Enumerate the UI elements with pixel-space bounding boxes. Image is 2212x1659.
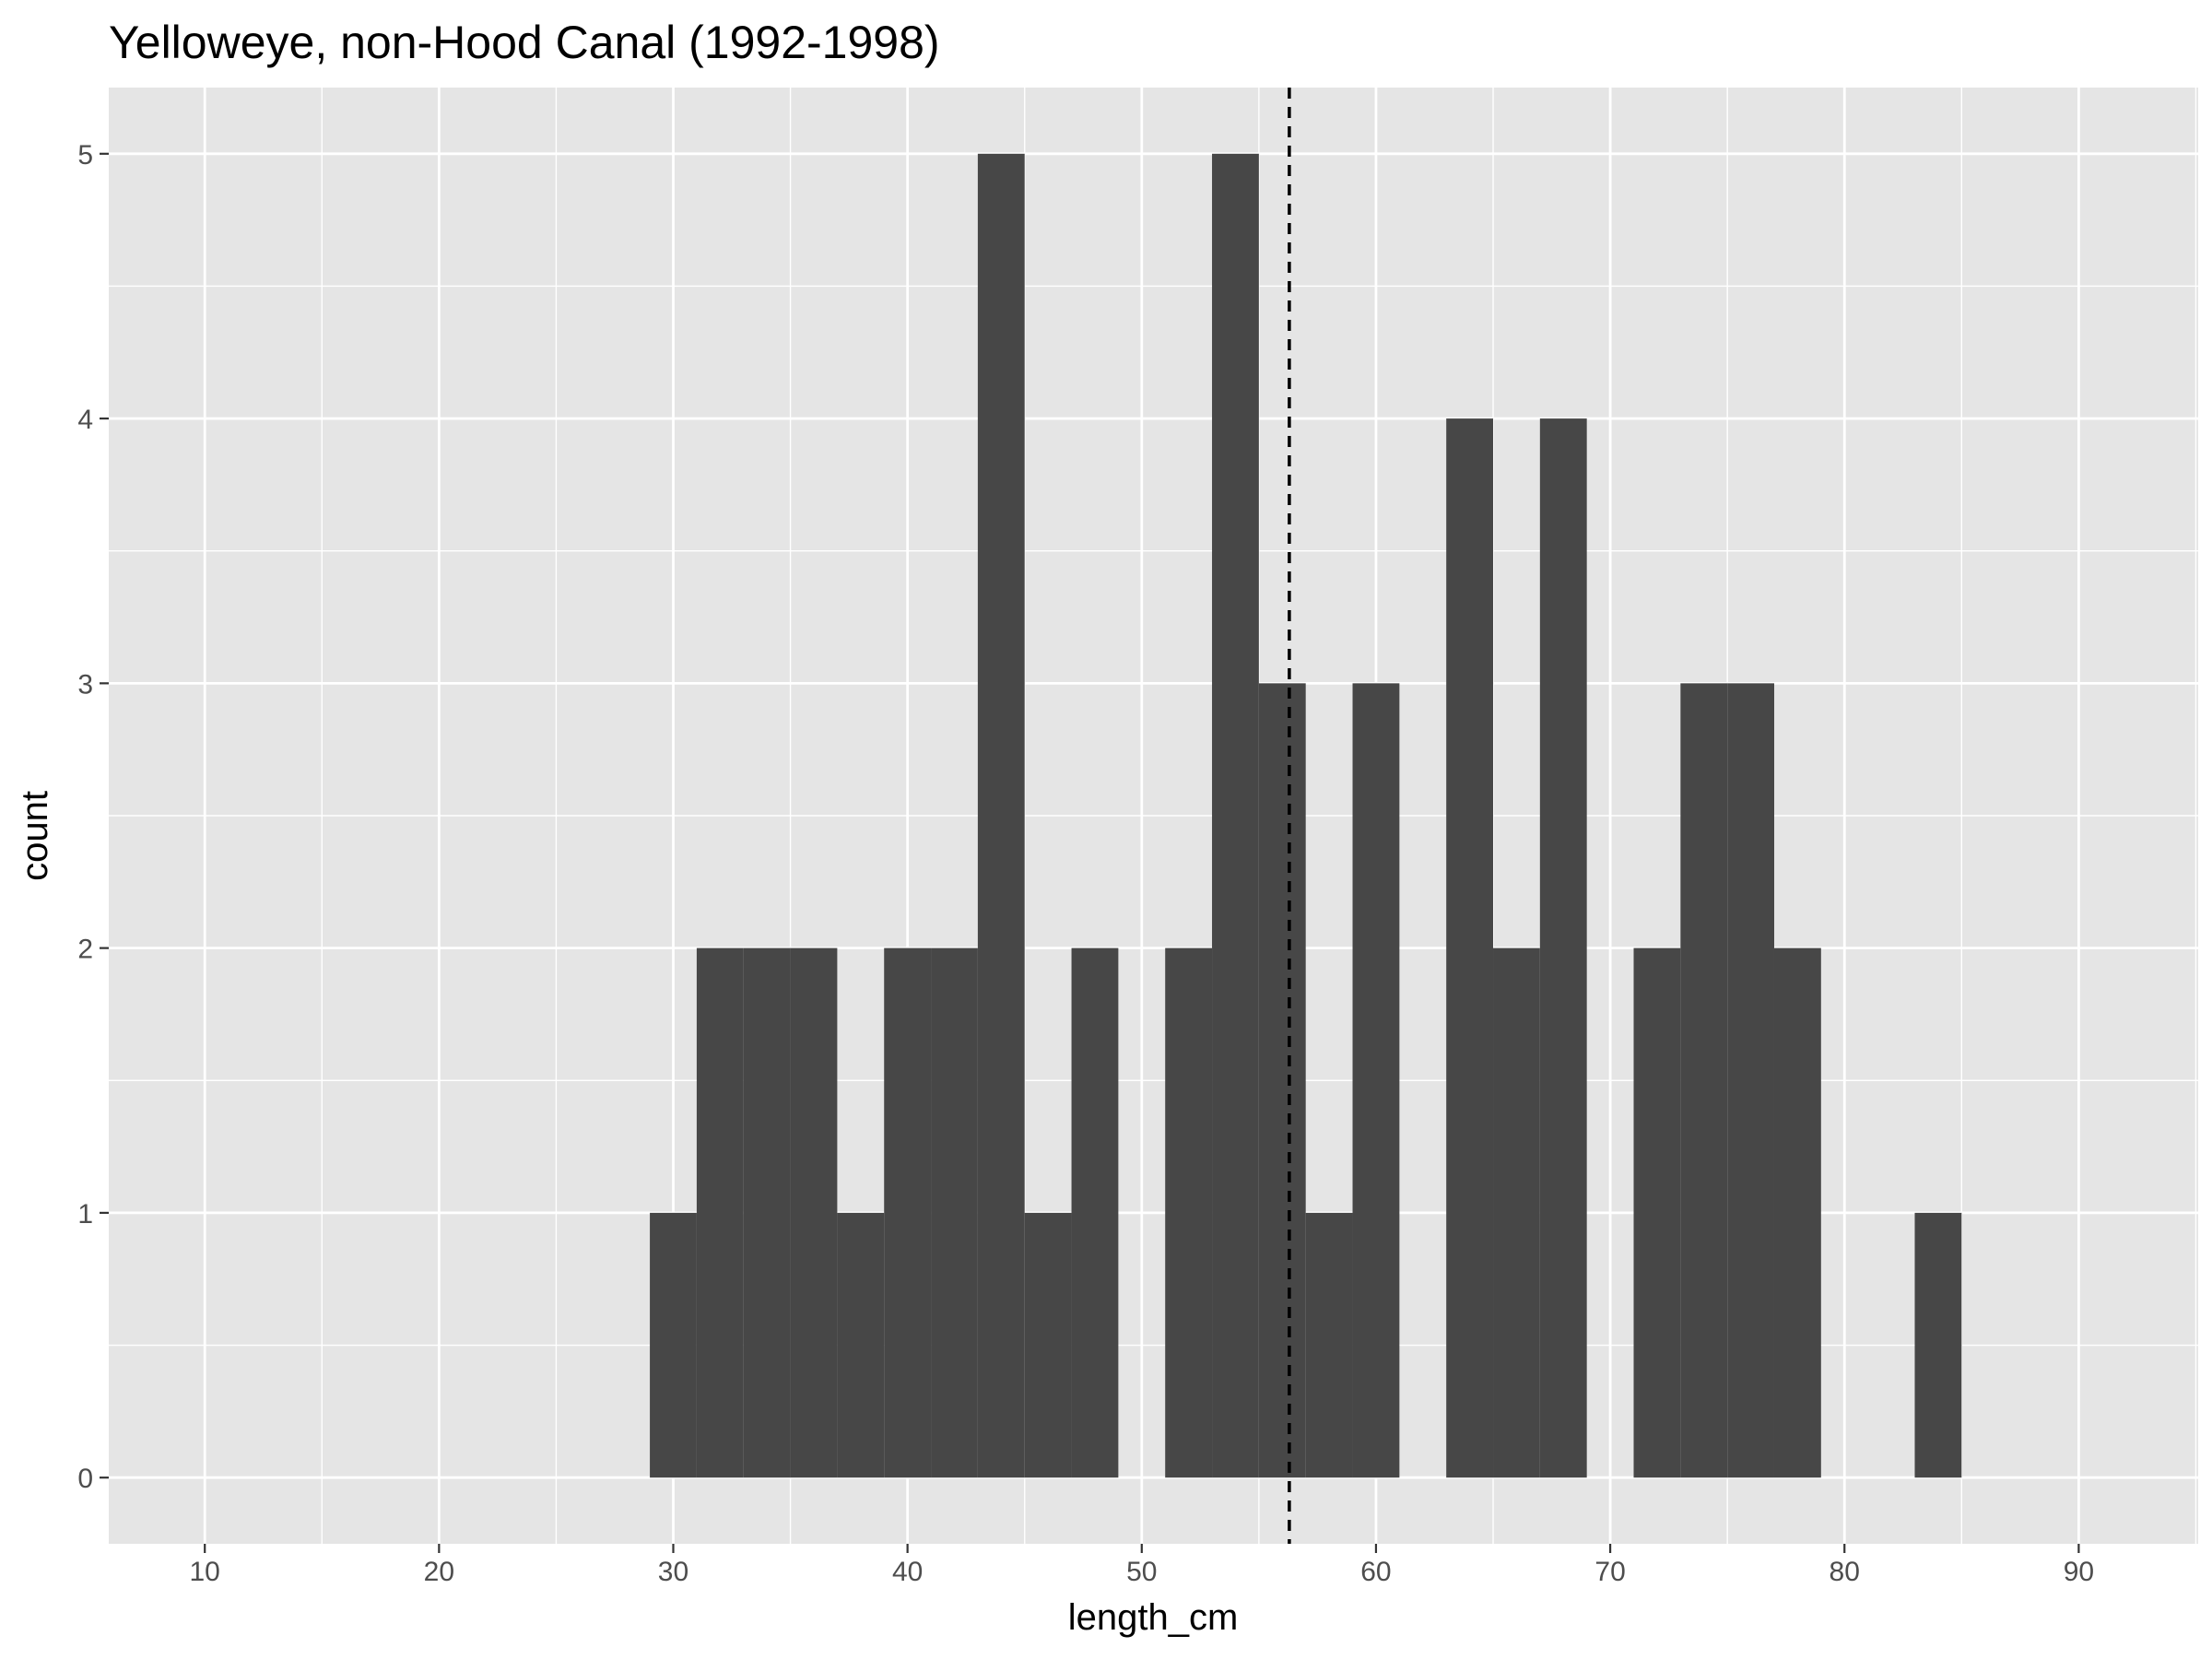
- histogram-bar: [1773, 947, 1821, 1478]
- y-axis-title: count: [15, 791, 55, 881]
- y-axis: 0 1 2 3 4 5: [77, 140, 109, 1494]
- histogram-bar: [931, 947, 978, 1478]
- histogram-bar: [1305, 1212, 1353, 1478]
- histogram-bar: [1352, 683, 1400, 1478]
- histogram-bar: [1914, 1212, 1962, 1478]
- x-tick-label: 30: [658, 1557, 688, 1587]
- x-tick-label: 90: [2064, 1557, 2094, 1587]
- y-tick-label: 0: [77, 1464, 93, 1494]
- histogram-bar: [837, 1212, 885, 1478]
- histogram-bar: [977, 153, 1025, 1478]
- histogram-bar: [1539, 418, 1587, 1478]
- x-tick-label: 50: [1126, 1557, 1157, 1587]
- histogram-bar: [696, 947, 744, 1478]
- x-tick-label: 40: [892, 1557, 923, 1587]
- x-tick-label: 20: [424, 1557, 454, 1587]
- histogram-bar: [1493, 947, 1540, 1478]
- histogram-bars: [650, 153, 1962, 1478]
- histogram-bar: [1633, 947, 1681, 1478]
- histogram-bar: [1680, 683, 1728, 1478]
- x-tick-label: 60: [1360, 1557, 1391, 1587]
- histogram-bar: [1024, 1212, 1072, 1478]
- chart-title: Yelloweye, non-Hood Canal (1992-1998): [109, 17, 940, 68]
- histogram-bar: [1446, 418, 1494, 1478]
- histogram-bar: [743, 947, 791, 1478]
- histogram-bar: [1071, 947, 1119, 1478]
- histogram-bar: [1727, 683, 1774, 1478]
- histogram-bar: [1212, 153, 1259, 1478]
- histogram-bar: [790, 947, 838, 1478]
- histogram-bar: [1165, 947, 1213, 1478]
- x-tick-label: 70: [1594, 1557, 1625, 1587]
- x-tick-label: 10: [190, 1557, 220, 1587]
- histogram-bar: [884, 947, 932, 1478]
- y-tick-label: 4: [77, 405, 93, 435]
- y-tick-label: 3: [77, 669, 93, 700]
- x-axis: 10 20 30 40 50 60 70 80 90: [190, 1544, 2094, 1587]
- x-tick-label: 80: [1830, 1557, 1860, 1587]
- y-tick-label: 5: [77, 140, 93, 171]
- y-tick-label: 2: [77, 935, 93, 965]
- histogram-bar: [1258, 683, 1306, 1478]
- x-axis-title: length_cm: [1068, 1597, 1239, 1638]
- histogram-bar: [650, 1212, 697, 1478]
- y-tick-label: 1: [77, 1199, 93, 1230]
